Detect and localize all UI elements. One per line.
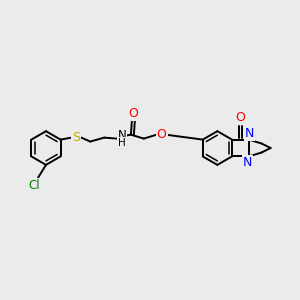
Text: O: O — [128, 107, 138, 120]
Text: N: N — [245, 127, 254, 140]
Text: N: N — [243, 156, 253, 169]
Text: N: N — [118, 129, 126, 142]
Text: O: O — [157, 128, 166, 141]
Text: O: O — [236, 111, 245, 124]
Text: Cl: Cl — [28, 179, 40, 192]
Text: H: H — [118, 138, 126, 148]
Text: S: S — [72, 131, 80, 144]
